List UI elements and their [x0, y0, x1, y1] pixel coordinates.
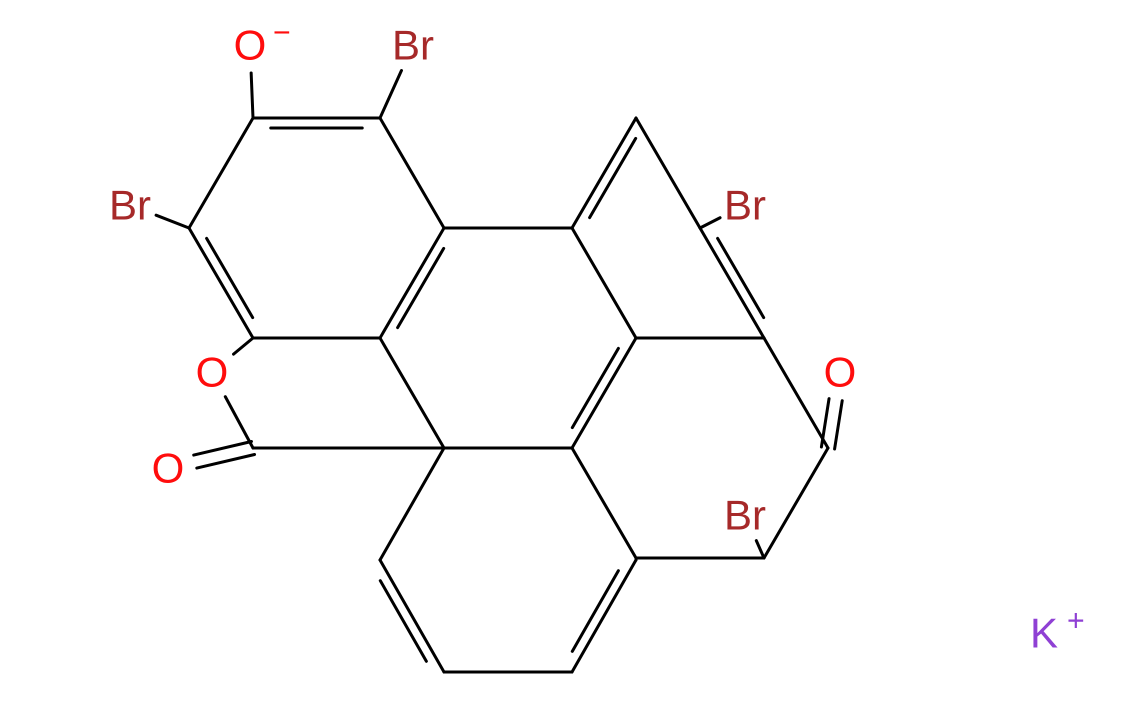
svg-text:Br: Br	[724, 182, 766, 229]
svg-text:O: O	[234, 22, 267, 69]
svg-text:Br: Br	[109, 182, 151, 229]
svg-text:K: K	[1030, 610, 1058, 657]
svg-text:Br: Br	[724, 492, 766, 539]
o-atom-label: O	[196, 349, 229, 396]
svg-text:−: −	[273, 17, 291, 50]
svg-text:O: O	[152, 445, 185, 492]
k-atom-label: K+	[1030, 605, 1085, 657]
svg-text:O: O	[824, 349, 857, 396]
chemical-structure-diagram: O−BrBrOOBrOBrK+	[0, 0, 1134, 711]
br-atom-label: Br	[724, 492, 766, 539]
br-atom-label: Br	[109, 182, 151, 229]
svg-text:Br: Br	[392, 22, 434, 69]
svg-text:O: O	[196, 349, 229, 396]
br-atom-label: Br	[392, 22, 434, 69]
o-atom-label: O	[152, 445, 185, 492]
o-atom-label: O	[824, 349, 857, 396]
br-atom-label: Br	[724, 182, 766, 229]
svg-text:+: +	[1067, 605, 1085, 638]
o-atom-label: O−	[234, 17, 291, 69]
